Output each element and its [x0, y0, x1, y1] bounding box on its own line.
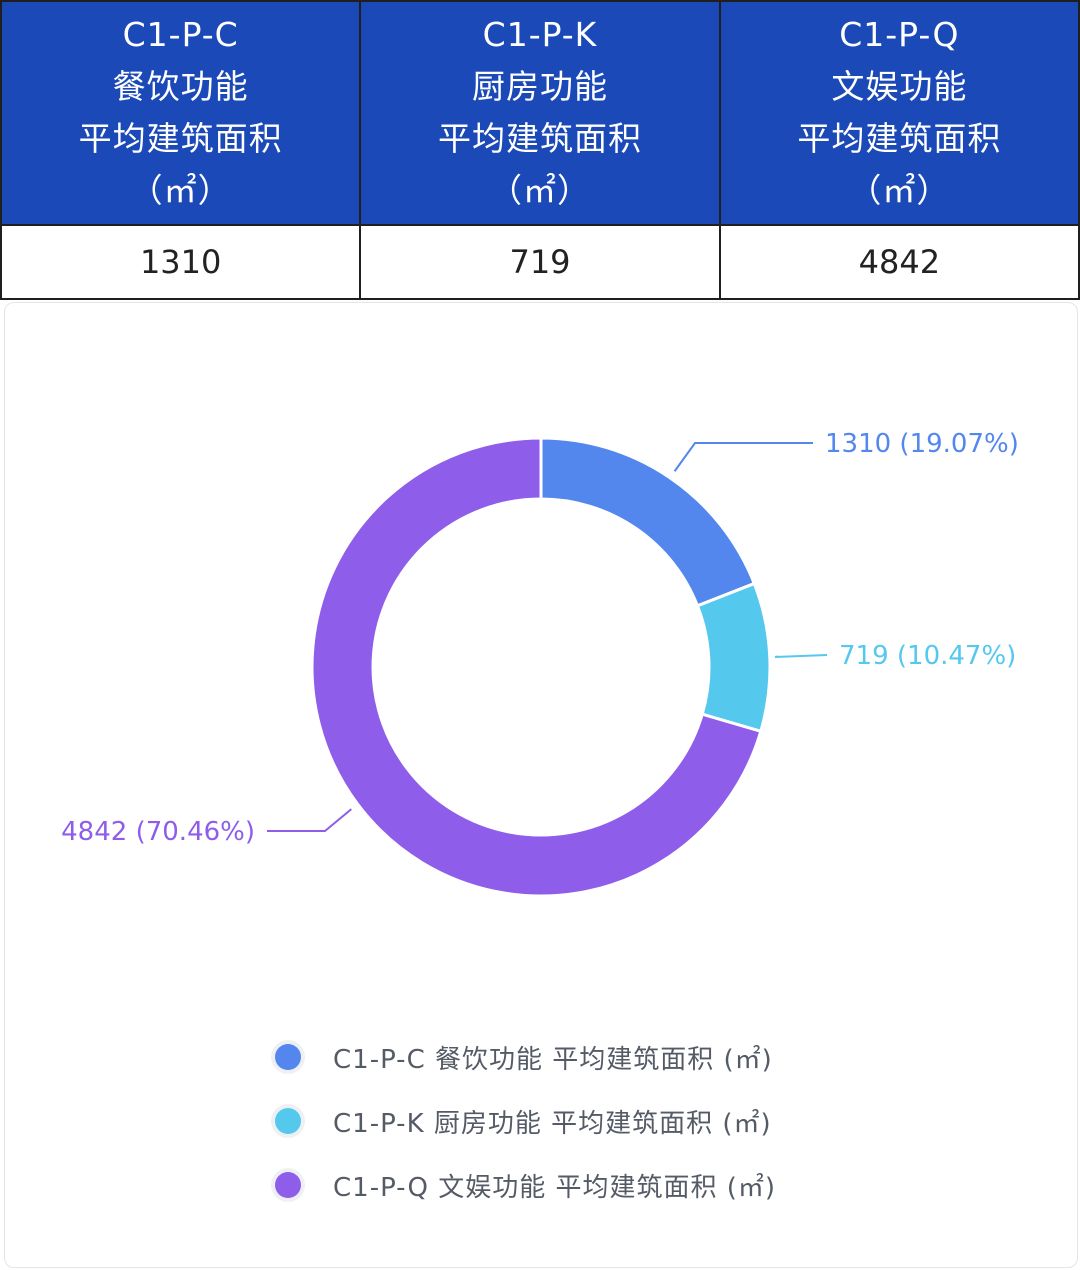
- table-header-row: C1-P-C 餐饮功能 平均建筑面积 （㎡） C1-P-K 厨房功能 平均建筑面…: [0, 0, 1080, 226]
- legend-marker: [275, 1044, 301, 1070]
- header-unit: （㎡）: [848, 171, 951, 210]
- summary-table: C1-P-C 餐饮功能 平均建筑面积 （㎡） C1-P-K 厨房功能 平均建筑面…: [0, 0, 1080, 300]
- legend-marker: [275, 1172, 301, 1198]
- donut-chart-card: 1310 (19.07%) 719 (10.47%) 4842 (70.46%) C…: [4, 302, 1078, 1268]
- leader-line: [673, 442, 813, 472]
- header-unit: （㎡）: [488, 171, 591, 210]
- chart-legend: C1-P-C 餐饮功能 平均建筑面积 (㎡) C1-P-K 厨房功能 平均建筑面…: [275, 1025, 776, 1217]
- header-unit: （㎡）: [129, 171, 232, 210]
- header-code: C1-P-Q: [839, 15, 960, 54]
- data-label: 719 (10.47%): [839, 641, 1016, 671]
- header-metric: 平均建筑面积: [78, 119, 283, 158]
- leader-line: [774, 654, 828, 658]
- donut-slice[interactable]: [695, 581, 772, 734]
- header-code: C1-P-K: [482, 15, 598, 54]
- legend-item-k[interactable]: C1-P-K 厨房功能 平均建筑面积 (㎡): [275, 1089, 776, 1153]
- legend-item-c[interactable]: C1-P-C 餐饮功能 平均建筑面积 (㎡): [275, 1025, 776, 1089]
- legend-label: C1-P-K 厨房功能 平均建筑面积 (㎡): [333, 1108, 772, 1139]
- value-cell-c: 1310: [0, 224, 362, 300]
- header-code: C1-P-C: [122, 15, 239, 54]
- data-label: 4842 (70.46%): [61, 817, 255, 847]
- header-cell-k: C1-P-K 厨房功能 平均建筑面积 （㎡）: [359, 0, 721, 226]
- legend-marker: [275, 1108, 301, 1134]
- donut-slice[interactable]: [539, 436, 757, 608]
- legend-label: C1-P-Q 文娱功能 平均建筑面积 (㎡): [333, 1172, 777, 1203]
- header-function: 文娱功能: [831, 67, 968, 106]
- table-value-row: 1310 719 4842: [0, 224, 1080, 300]
- header-function: 厨房功能: [471, 67, 608, 106]
- donut-chart: 1310 (19.07%) 719 (10.47%) 4842 (70.46%): [61, 429, 1019, 898]
- header-cell-c: C1-P-C 餐饮功能 平均建筑面积 （㎡）: [0, 0, 362, 226]
- header-cell-q: C1-P-Q 文娱功能 平均建筑面积 （㎡）: [718, 0, 1080, 226]
- header-metric: 平均建筑面积: [797, 119, 1002, 158]
- donut-slice[interactable]: [310, 436, 763, 898]
- value-cell-q: 4842: [718, 224, 1080, 300]
- header-metric: 平均建筑面积: [437, 119, 642, 158]
- legend-item-q[interactable]: C1-P-Q 文娱功能 平均建筑面积 (㎡): [275, 1153, 776, 1217]
- legend-label: C1-P-C 餐饮功能 平均建筑面积 (㎡): [333, 1044, 773, 1075]
- value-cell-k: 719: [359, 224, 721, 300]
- data-label: 1310 (19.07%): [825, 429, 1019, 459]
- header-function: 餐饮功能: [112, 67, 249, 106]
- leader-line: [267, 808, 352, 832]
